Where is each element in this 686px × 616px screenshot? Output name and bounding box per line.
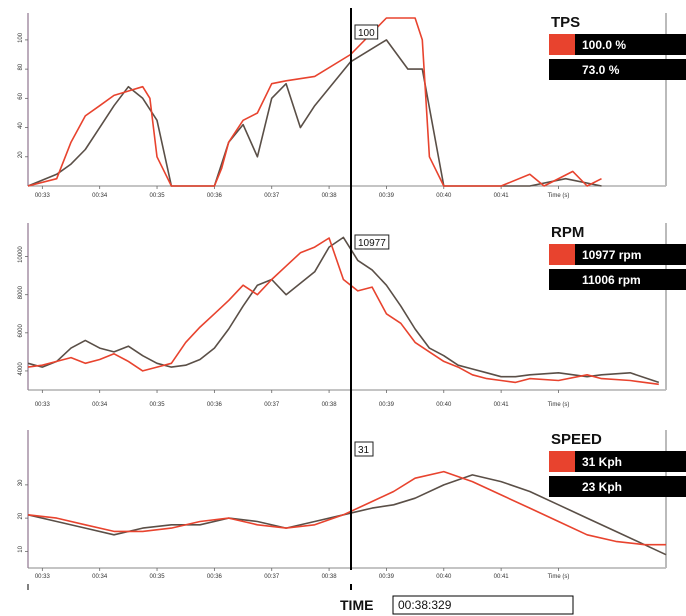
x-tick-label: 00:35 bbox=[150, 402, 166, 408]
x-tick-label: 00:37 bbox=[264, 402, 280, 408]
cursor-value: 10977 bbox=[358, 238, 386, 249]
x-tick-label: 00:34 bbox=[92, 193, 108, 199]
value-swatch bbox=[549, 269, 575, 290]
x-tick-label: 00:41 bbox=[494, 193, 510, 199]
cursor-value-box bbox=[354, 24, 379, 40]
panel-speed: 10 20 30 00:33 00:34 00:35 00:36 00:37 00:38 00:3… bbox=[18, 430, 686, 580]
cursor-value: 100 bbox=[358, 28, 375, 39]
x-tick-label: Time (s) bbox=[548, 574, 570, 580]
panel-title: TPS bbox=[551, 14, 580, 31]
value-label: 10977 rpm bbox=[582, 248, 641, 262]
value-box bbox=[549, 34, 686, 55]
value-box bbox=[549, 269, 686, 290]
x-tick-label: 00:37 bbox=[264, 193, 280, 199]
x-tick-label: Time (s) bbox=[548, 193, 570, 199]
x-tick-label: 00:40 bbox=[436, 574, 452, 580]
y-tick-label: 40 bbox=[18, 122, 24, 129]
time-label: TIME bbox=[340, 597, 373, 613]
x-tick-label: 00:35 bbox=[150, 193, 166, 199]
value-box bbox=[549, 476, 686, 497]
panel-rpm: 4000 6000 8000 10000 00:33 00:34 00:35 00:36 00:… bbox=[18, 223, 686, 408]
y-tick-label: 6000 bbox=[18, 323, 24, 337]
x-tick-label: 00:37 bbox=[264, 574, 280, 580]
value-label: 100.0 % bbox=[582, 38, 626, 52]
x-tick-label: Time (s) bbox=[548, 402, 570, 408]
time-value: 00:38:329 bbox=[398, 598, 452, 612]
x-tick-label: 00:35 bbox=[150, 574, 166, 580]
panel-tps: 20 40 60 80 100 00:33 00:34 00:35 00:36 00:37 00:3… bbox=[18, 13, 686, 199]
series-line-red bbox=[27, 17, 602, 187]
x-tick-label: 00:36 bbox=[207, 402, 223, 408]
x-tick-label: 00:38 bbox=[322, 193, 338, 199]
cursor-value-box bbox=[354, 234, 390, 250]
series-line-red bbox=[27, 237, 659, 386]
y-tick-label: 10000 bbox=[18, 246, 24, 263]
value-label: 23 Kph bbox=[582, 480, 622, 494]
x-tick-label: 00:33 bbox=[35, 574, 51, 580]
x-tick-label: 00:34 bbox=[92, 574, 108, 580]
x-tick-label: 00:39 bbox=[379, 574, 395, 580]
y-tick-label: 20 bbox=[18, 512, 24, 519]
series-line-gray bbox=[27, 474, 667, 556]
y-tick-label: 4000 bbox=[18, 362, 24, 376]
x-tick-label: 00:36 bbox=[207, 574, 223, 580]
y-tick-label: 8000 bbox=[18, 285, 24, 299]
y-tick-label: 100 bbox=[18, 32, 24, 43]
panel-title: SPEED bbox=[551, 431, 602, 448]
panel-title: RPM bbox=[551, 224, 584, 241]
x-tick-label: 00:40 bbox=[436, 402, 452, 408]
value-box bbox=[549, 244, 686, 265]
cursor-value-box bbox=[354, 441, 374, 457]
x-tick-label: 00:39 bbox=[379, 193, 395, 199]
series-line-gray bbox=[27, 39, 602, 187]
x-tick-label: 00:36 bbox=[207, 193, 223, 199]
x-tick-label: 00:38 bbox=[322, 574, 338, 580]
y-tick-label: 60 bbox=[18, 92, 24, 99]
value-label: 11006 rpm bbox=[582, 273, 641, 287]
x-tick-label: 00:33 bbox=[35, 402, 51, 408]
y-tick-label: 10 bbox=[18, 545, 24, 552]
y-tick-label: 80 bbox=[18, 63, 24, 70]
y-tick-label: 20 bbox=[18, 151, 24, 158]
x-tick-label: 00:33 bbox=[35, 193, 51, 199]
value-box bbox=[549, 59, 686, 80]
value-swatch bbox=[549, 59, 575, 80]
x-tick-label: 00:38 bbox=[322, 402, 338, 408]
x-tick-label: 00:40 bbox=[436, 193, 452, 199]
time-value-box bbox=[392, 595, 574, 615]
value-box bbox=[549, 451, 686, 472]
value-label: 73.0 % bbox=[582, 63, 620, 77]
value-swatch bbox=[549, 244, 575, 265]
value-swatch bbox=[549, 476, 575, 497]
y-tick-label: 30 bbox=[18, 479, 24, 486]
x-tick-label: 00:39 bbox=[379, 402, 395, 408]
x-tick-label: 00:41 bbox=[494, 574, 510, 580]
x-tick-label: 00:41 bbox=[494, 402, 510, 408]
value-swatch bbox=[549, 34, 575, 55]
value-label: 31 Kph bbox=[582, 455, 622, 469]
series-line-red bbox=[27, 470, 666, 546]
value-swatch bbox=[549, 451, 575, 472]
series-line-gray bbox=[27, 236, 660, 384]
x-tick-label: 00:34 bbox=[92, 402, 108, 408]
cursor-value: 31 bbox=[358, 445, 370, 456]
